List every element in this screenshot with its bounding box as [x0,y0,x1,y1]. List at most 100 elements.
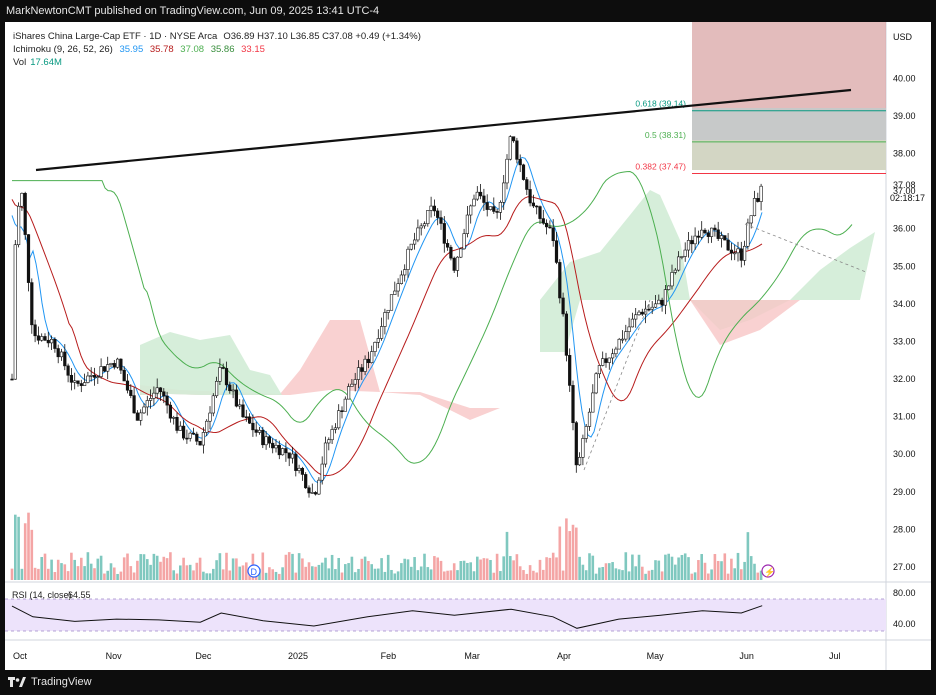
ichimoku-cloud-bearish-2 [690,300,800,345]
candle-body [409,243,413,250]
volume-bar [271,569,274,580]
volume-bar [195,562,199,580]
volume-bar [344,564,347,580]
candle-body [594,373,598,394]
volume-bar [373,568,377,580]
candle-body [56,348,60,358]
dividend-marker-icon[interactable] [247,564,261,578]
volume-bar [674,564,677,580]
volume-bar [370,564,373,580]
vol-label[interactable]: Vol [13,57,27,68]
candle-body [224,368,229,386]
candle-body [587,411,592,427]
price-tick-label: 29.00 [893,487,916,497]
ichimoku-conversion-line [11,156,763,484]
candle-body [630,318,634,328]
candle-body [482,195,486,203]
volume-bar [743,561,746,580]
volume-bar [106,570,109,580]
candle-body [723,235,727,241]
currency-label[interactable]: USD [893,32,913,42]
candle-body [191,432,196,435]
candle-body [36,335,40,341]
ichimoku-label[interactable]: Ichimoku (9, 26, 52, 26) [13,44,113,55]
candle-body [346,386,351,400]
candle-body [294,453,298,471]
flash-marker-icon[interactable] [761,564,775,578]
volume-bar [680,554,684,580]
volume-bar [212,568,215,580]
ichimoku-base-line [11,196,763,477]
candle-body [733,252,737,255]
candle-body [422,223,427,227]
volume-bar [594,573,598,580]
volume-bar [472,571,476,580]
price-tick-label: 34.00 [893,299,916,309]
ichimoku-value-4: 35.86 [210,44,235,55]
volume-bar [403,558,406,580]
volume-bar [198,557,202,580]
candle-body [505,158,509,184]
volume-bar [264,572,268,580]
symbol-title[interactable]: iShares China Large-Cap ETF · 1D · NYSE … [13,31,218,42]
header-bar: MarkNewtonCMT published on TradingView.c… [0,0,936,22]
candle-body [531,202,535,207]
volume-bar [406,559,410,580]
volume-bar [667,553,670,580]
candle-body [640,311,644,315]
rsi-value: 64.55 [68,590,91,600]
candle-body [337,410,341,429]
published-text: MarkNewtonCMT published on TradingView.c… [6,5,380,17]
candle-body [149,398,153,401]
volume-bar [759,570,763,580]
volume-bar [551,552,555,580]
candle-body [719,235,724,239]
candle-body [554,240,559,263]
candle-body [511,136,516,142]
volume-bar [40,556,43,580]
volume-bar [327,568,331,580]
volume-bar [169,552,172,580]
volume-bar [20,568,24,580]
volume-bar [202,571,205,580]
volume-bar [396,571,400,580]
candle-body [92,375,97,378]
volume-bar [433,556,436,580]
resistance-trendline [35,88,852,172]
time-tick-label: Apr [557,651,571,661]
candle-body [544,222,549,228]
candle-body [188,432,192,439]
volume-bar [720,561,723,580]
volume-bar [66,571,70,580]
candle-body [455,256,460,271]
volume-bar [149,564,152,580]
volume-bar [545,557,548,580]
price-tick-label: 33.00 [893,336,916,346]
candle-body [205,420,209,433]
volume-bar [281,567,284,580]
volume-bar [634,566,637,580]
candle-body [564,313,568,356]
volume-bar [601,567,604,580]
volume-bar [261,552,265,580]
candle-body [20,192,24,207]
candle-body [234,389,239,407]
volume-bar [713,554,717,580]
candle-body [716,229,720,239]
candle-body [139,412,143,421]
volume-bar [63,564,67,580]
candle-body [59,351,64,358]
price-tick-label: 37.00 [893,186,916,196]
volume-bar [225,552,228,580]
candle-body [195,433,199,442]
tradingview-logo[interactable]: TradingView [8,676,92,688]
candle-body [653,303,658,308]
volume-bar [218,553,222,580]
price-tick-label: 38.00 [893,149,916,159]
volume-bar [575,527,578,580]
candle-body [399,274,404,284]
candle-body [709,227,714,237]
candle-body [49,339,54,344]
fib-label: 0.5 (38.31) [645,130,686,140]
